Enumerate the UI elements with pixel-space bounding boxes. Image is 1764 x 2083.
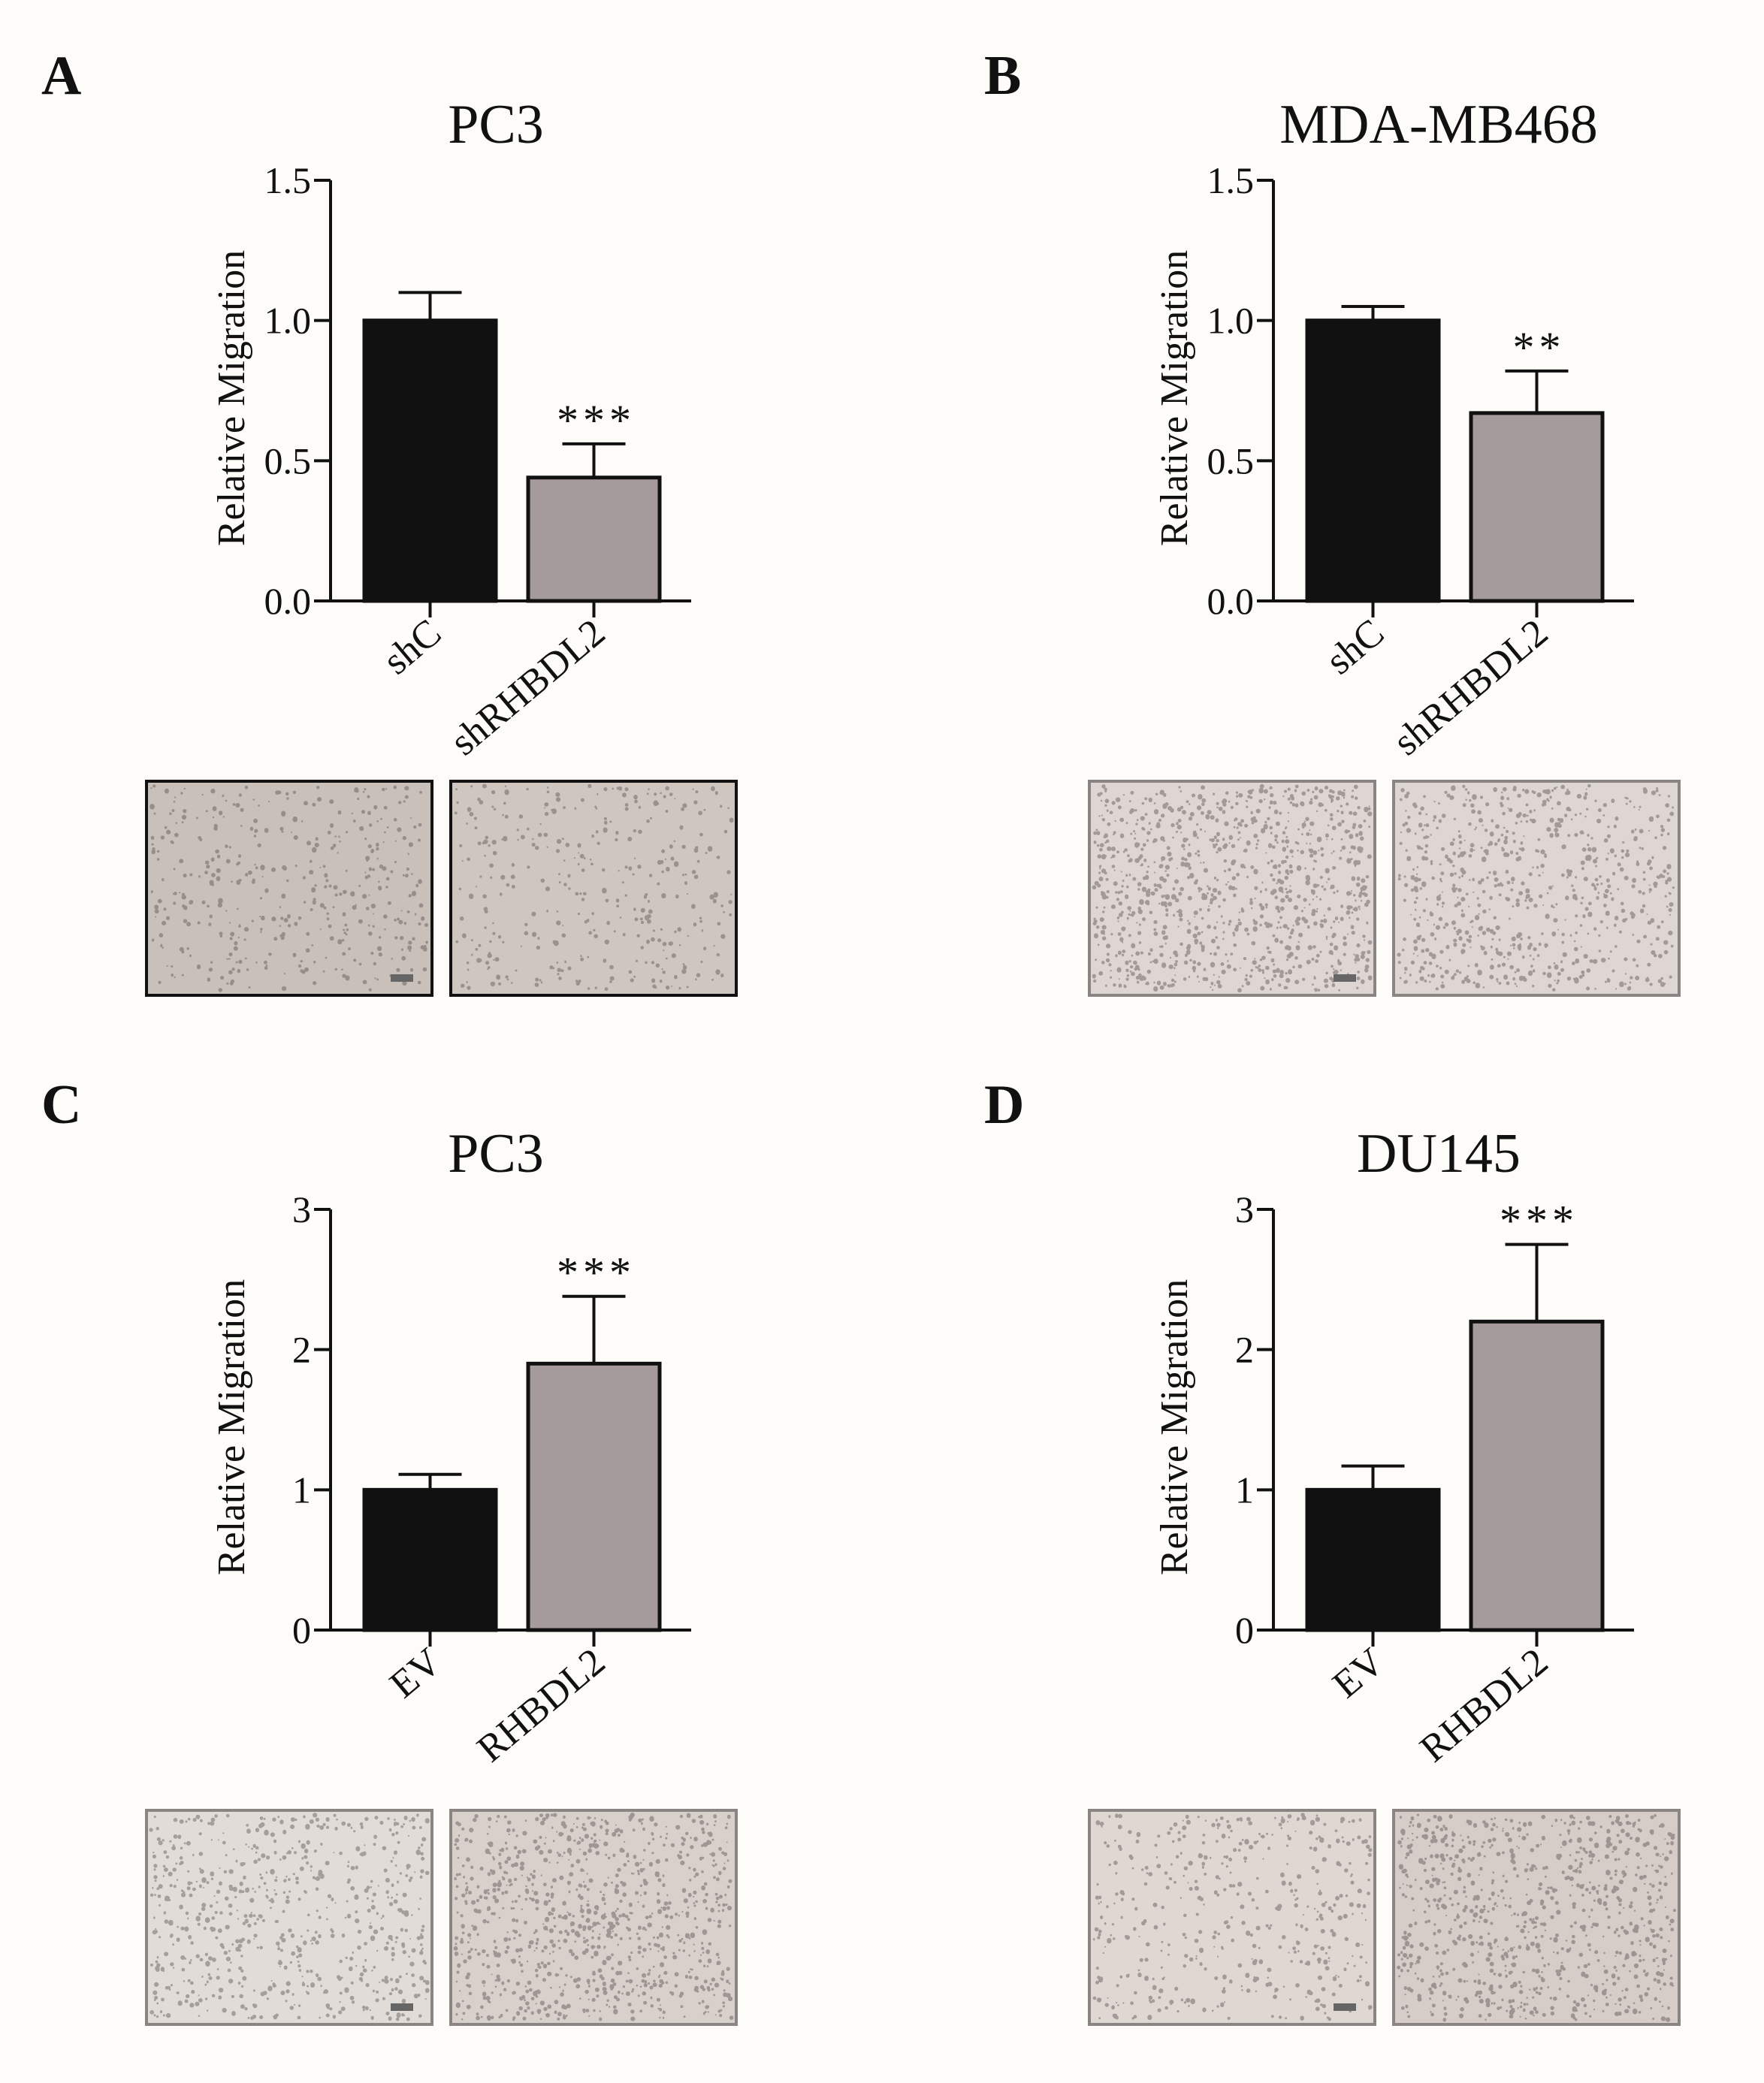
chart-title: MDA-MB468 (1279, 94, 1597, 155)
micrograph-shC (145, 780, 433, 997)
y-axis-label: Relative Migration (1153, 250, 1196, 546)
panel-letter: A (41, 45, 81, 107)
y-tick-label: 3 (292, 1188, 311, 1230)
micrograph-frame (1392, 780, 1681, 997)
y-axis-label: Relative Migration (1153, 1279, 1196, 1575)
bar-shrhbdl2 (1469, 411, 1605, 603)
bar-rhbdl2 (1469, 1319, 1605, 1632)
bar-ev (362, 1487, 498, 1632)
bar-rhbdl2 (526, 1361, 662, 1632)
y-axis-label: Relative Migration (210, 1279, 253, 1575)
x-tick-label: shRHBDL2 (443, 611, 613, 764)
micrograph-frame (1088, 780, 1376, 997)
micrograph-shC (1088, 780, 1376, 997)
x-tick-label: RHBDL2 (1412, 1641, 1557, 1771)
y-tick-label: 0 (1235, 1609, 1254, 1651)
x-tick-label: RHBDL2 (470, 1641, 614, 1771)
micrograph-shRHBDL2 (1392, 780, 1681, 997)
micrograph-EV (145, 1809, 433, 2026)
chart-title: PC3 (448, 94, 544, 155)
y-tick-label: 0 (292, 1609, 311, 1651)
y-tick-label: 0.5 (264, 439, 312, 482)
micrograph-cells (454, 783, 734, 992)
y-tick-label: 1 (1235, 1469, 1254, 1511)
micrograph-RHBDL2 (1392, 1809, 1681, 2026)
micrograph-frame (1392, 1809, 1681, 2026)
bar-ev (1305, 1487, 1441, 1632)
panel-letter: D (984, 1074, 1024, 1136)
panel-b: B MDA-MB468 0.0 0.5 1.0 1.5 Relative Migration… (984, 45, 1681, 997)
micrograph-shRHBDL2 (449, 780, 738, 997)
chart-title: DU145 (1357, 1123, 1521, 1185)
micrograph-EV (1088, 1809, 1376, 2026)
micrograph-cells (1397, 1813, 1676, 2022)
bar-shc (1305, 318, 1441, 603)
y-tick-label: 2 (292, 1329, 311, 1371)
scale-bar (1334, 974, 1356, 982)
y-tick-label: 0.0 (264, 580, 312, 622)
x-tick-label: shRHBDL2 (1385, 611, 1556, 764)
significance-label: ** (1513, 323, 1566, 372)
x-tick-label: shC (376, 611, 450, 684)
x-tick-label: shC (1318, 611, 1393, 684)
micrograph-RHBDL2 (449, 1809, 738, 2026)
y-tick-label: 1.0 (1207, 300, 1255, 342)
x-tick-label: EV (382, 1641, 449, 1707)
y-tick-label: 3 (1235, 1188, 1254, 1230)
y-tick-label: 0.0 (1207, 580, 1255, 622)
panel-letter: B (984, 45, 1021, 107)
y-tick-label: 1 (292, 1469, 311, 1511)
scale-bar (1334, 2003, 1356, 2011)
y-tick-label: 2 (1235, 1329, 1254, 1371)
panel-letter: C (41, 1074, 81, 1136)
panel-c: C PC3 0 1 2 3 Relative Migration EV RHBDL2 *** (41, 1074, 738, 2026)
significance-label: *** (1500, 1197, 1578, 1245)
micrograph-frame (145, 1809, 433, 2026)
micrograph-cells (453, 1813, 734, 2021)
panel-a: A PC3 0.0 0.5 1.0 1.5 Relative Migration shCshR… (41, 45, 738, 997)
micrograph-cells (1092, 1813, 1373, 2021)
y-tick-label: 1.0 (264, 300, 312, 342)
y-tick-label: 0.5 (1207, 439, 1255, 482)
micrograph-frame (449, 780, 738, 997)
y-tick-label: 1.5 (264, 159, 312, 201)
y-axis-label: Relative Migration (210, 250, 253, 546)
micrograph-frame (449, 1809, 738, 2026)
scale-bar (391, 2003, 413, 2011)
bar-shc (362, 318, 498, 603)
micrograph-frame (1088, 1809, 1376, 2026)
x-tick-label: EV (1325, 1641, 1392, 1707)
micrograph-frame (145, 780, 433, 997)
chart-title: PC3 (448, 1123, 544, 1185)
scale-bar (391, 974, 413, 982)
significance-label: *** (557, 1248, 636, 1297)
y-tick-label: 1.5 (1207, 159, 1255, 201)
bar-shrhbdl2 (526, 475, 662, 603)
significance-label: *** (557, 396, 636, 445)
micrograph-cells (1092, 783, 1373, 993)
micrograph-cells (1397, 783, 1675, 992)
panel-d: D DU145 0 1 2 3 Relative Migration EV RHBDL2 *** (984, 1074, 1681, 2026)
